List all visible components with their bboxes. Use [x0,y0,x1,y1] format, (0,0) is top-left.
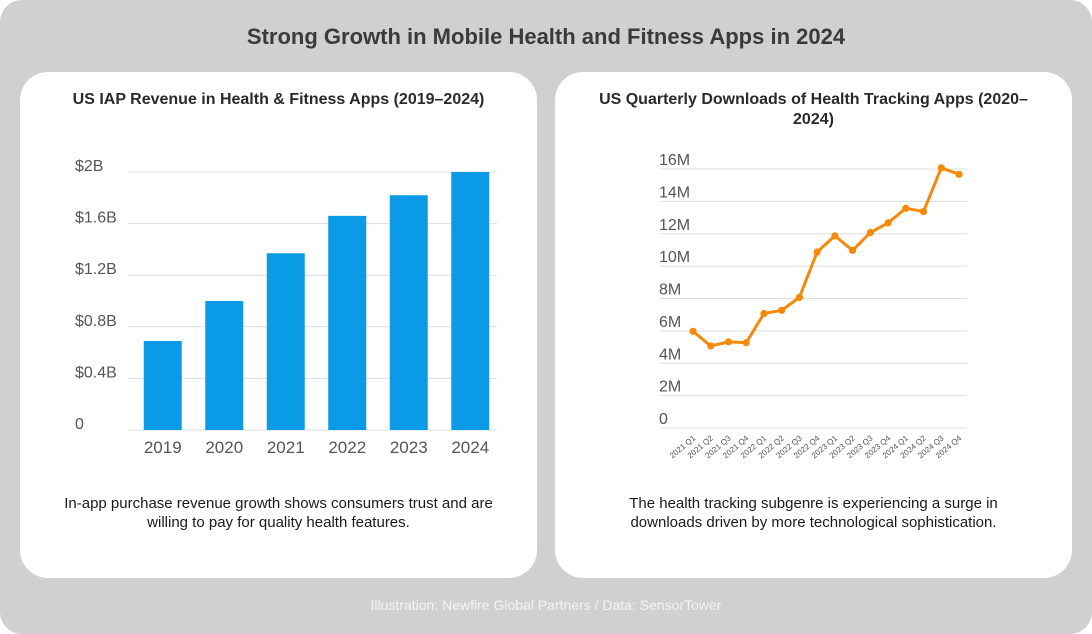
data-point [902,204,910,212]
data-point [884,219,892,227]
y-tick-label: 0 [75,416,84,433]
data-point [919,207,928,216]
data-point [760,309,768,318]
data-point [831,232,839,240]
data-point [937,164,945,172]
y-tick-label: 12M [659,217,690,234]
bar [143,340,182,430]
x-tick-label: 2024 [451,438,489,457]
bar [328,215,367,430]
y-tick-label: $1.6B [75,210,117,227]
x-tick-label: 2021 [267,438,305,457]
y-tick-label: 10M [659,249,690,266]
revenue-card: US IAP Revenue in Health & Fitness Apps … [20,72,537,578]
data-point [778,306,786,314]
downloads-series-line [692,166,960,348]
y-tick-label: 0 [659,411,668,428]
x-tick-label: 2019 [144,438,182,457]
y-tick-label: $1.2B [75,261,117,278]
bar [205,301,244,430]
source-footer: Illustration: Newfire Global Partners / … [370,597,722,613]
downloads-card: US Quarterly Downloads of Health Trackin… [555,72,1072,578]
x-tick-label: 2023 [390,438,428,457]
revenue-bar-chart: 0 $0.4B $0.8B $1.2B $1.6B $2B 2019 2020 2021 2022… [75,158,497,457]
data-point [742,339,750,347]
data-point [724,338,733,346]
y-tick-label: $2B [75,158,103,175]
bar [266,253,305,430]
data-point [849,246,857,255]
page-title: Strong Growth in Mobile Health and Fitne… [246,24,846,49]
y-tick-label: 2M [659,379,681,396]
revenue-chart-title: US IAP Revenue in Health & Fitness Apps … [72,91,485,108]
y-tick-label: 14M [659,184,690,201]
y-tick-label: 8M [659,282,681,299]
data-point [689,327,697,335]
x-tick-label: 2020 [205,438,243,457]
data-point [866,229,874,237]
y-tick-label: $0.8B [75,313,117,330]
y-tick-label: 16M [659,152,690,169]
revenue-caption: In-app purchase revenue growth shows con… [64,495,493,531]
downloads-caption: The health tracking subgenre is experien… [629,495,998,531]
x-tick-label: 2022 [328,438,366,457]
data-point [707,342,715,350]
y-tick-label: 4M [659,346,681,363]
data-point [795,293,803,301]
y-tick-label: 6M [659,314,681,331]
data-point [955,170,963,178]
bar [451,172,490,430]
y-tick-label: $0.4B [75,364,117,381]
bar [389,195,428,430]
downloads-chart-title: US Quarterly Downloads of Health Trackin… [599,91,1028,128]
data-point [813,248,821,256]
